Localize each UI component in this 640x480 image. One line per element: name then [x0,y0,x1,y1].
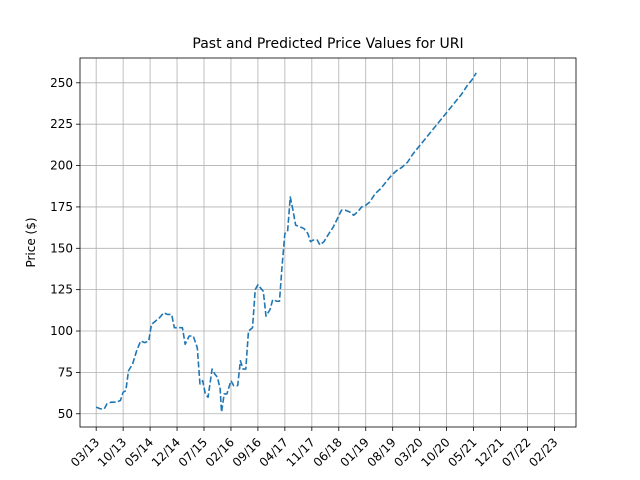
y-axis: 50 75 100 125 150 175 200 225 250 [50,76,80,421]
grid-lines [80,58,576,427]
y-tick-label: 50 [58,407,73,421]
y-tick-label: 100 [50,324,73,338]
y-tick-label: 125 [50,283,73,297]
y-tick-label: 225 [50,117,73,131]
plot-frame [79,57,577,428]
y-tick-label: 150 [50,241,73,255]
y-axis-label: Price ($) [24,217,38,267]
y-tick-label: 250 [50,76,73,90]
y-tick-label: 200 [50,159,73,173]
series-line [95,72,477,413]
y-tick-label: 175 [50,200,73,214]
y-tick-label: 75 [58,365,73,379]
series-layer [95,72,477,413]
chart-title: Past and Predicted Price Values for URI [192,36,463,52]
